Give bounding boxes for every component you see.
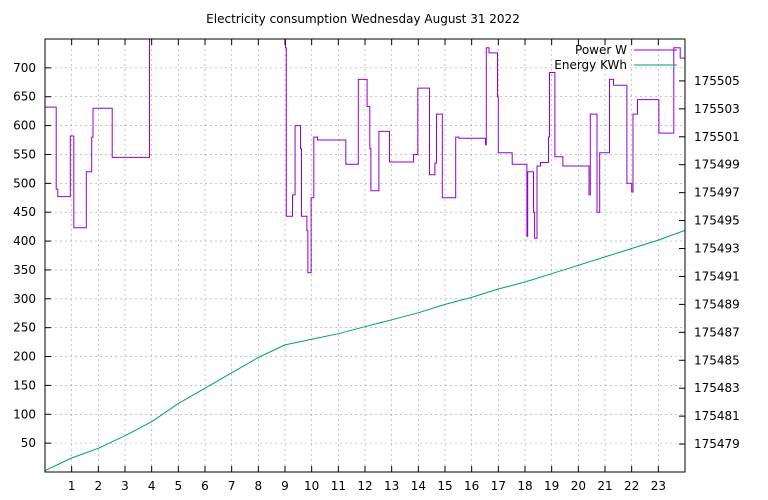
y2-tick-label: 175503 (694, 102, 740, 116)
x-tick-label: 5 (175, 479, 183, 493)
x-tick-label: 16 (464, 479, 479, 493)
y-tick-label: 400 (13, 234, 36, 248)
y2-tick-label: 175501 (694, 130, 740, 144)
y-tick-label: 650 (13, 90, 36, 104)
x-tick-label: 13 (384, 479, 399, 493)
x-tick-label: 10 (304, 479, 319, 493)
legend-label-energy: Energy KWh (554, 58, 627, 72)
x-tick-label: 18 (517, 479, 532, 493)
x-tick-label: 2 (95, 479, 103, 493)
x-tick-label: 17 (491, 479, 506, 493)
x-tick-label: 14 (411, 479, 426, 493)
y-tick-label: 600 (13, 119, 36, 133)
y2-tick-label: 175479 (694, 437, 740, 451)
y2-tick-label: 175493 (694, 242, 740, 256)
y2-tick-label: 175497 (694, 186, 740, 200)
y-tick-label: 250 (13, 321, 36, 335)
y-tick-label: 450 (13, 205, 36, 219)
legend-label-power: Power W (575, 43, 627, 57)
y2-tick-label: 175489 (694, 297, 740, 311)
chart-title: Electricity consumption Wednesday August… (206, 12, 520, 26)
y2-tick-label: 175485 (694, 353, 740, 367)
y2-tick-label: 175481 (694, 409, 740, 423)
x-tick-label: 7 (228, 479, 236, 493)
x-tick-label: 11 (331, 479, 346, 493)
series-line-energy (44, 229, 686, 472)
y-tick-label: 50 (21, 436, 36, 450)
x-tick-label: 6 (201, 479, 209, 493)
x-tick-label: 12 (357, 479, 372, 493)
y-tick-label: 550 (13, 147, 36, 161)
y-tick-label: 100 (13, 407, 36, 421)
y-tick-label: 700 (13, 61, 36, 75)
ticks: 1 2 3 4 5 6 7 8 9 10 11 12 13 14 15 16 17 18 19 20 21 22 23501… (13, 39, 740, 493)
x-tick-label: 1 (68, 479, 76, 493)
y2-tick-label: 175491 (694, 269, 740, 283)
x-tick-label: 19 (544, 479, 559, 493)
series-line-power (45, 38, 685, 274)
y2-tick-label: 175487 (694, 325, 740, 339)
x-tick-label: 22 (624, 479, 639, 493)
x-tick-label: 9 (281, 479, 289, 493)
x-tick-label: 8 (255, 479, 263, 493)
x-tick-label: 4 (148, 479, 156, 493)
series-layer (44, 38, 686, 472)
y-tick-label: 500 (13, 176, 36, 190)
y-tick-label: 350 (13, 263, 36, 277)
y-tick-label: 150 (13, 378, 36, 392)
y-tick-label: 300 (13, 292, 36, 306)
y2-tick-label: 175495 (694, 214, 740, 228)
y2-tick-label: 175499 (694, 158, 740, 172)
y2-tick-label: 175483 (694, 381, 740, 395)
x-tick-label: 23 (651, 479, 666, 493)
y-tick-label: 200 (13, 350, 36, 364)
x-tick-label: 21 (597, 479, 612, 493)
x-tick-label: 20 (571, 479, 586, 493)
grid (45, 39, 685, 472)
x-tick-label: 15 (437, 479, 452, 493)
x-tick-label: 3 (121, 479, 129, 493)
y2-tick-label: 175505 (694, 74, 740, 88)
